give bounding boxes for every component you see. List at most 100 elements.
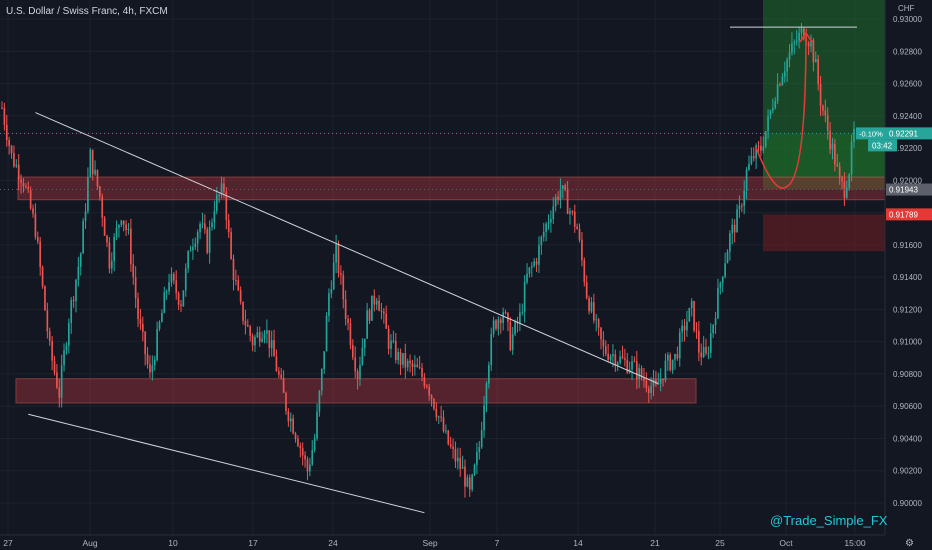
candle (504, 312, 507, 314)
y-tick-label: 0.92000 (893, 176, 922, 185)
candle (609, 356, 612, 360)
candle (371, 295, 373, 321)
candle (292, 418, 294, 434)
candle (22, 182, 25, 187)
candle (769, 110, 772, 116)
candle (340, 273, 342, 275)
candle (380, 310, 383, 312)
candle (115, 227, 118, 238)
candle (125, 224, 127, 230)
candle (404, 353, 407, 368)
candle (850, 141, 853, 175)
candle (824, 110, 827, 116)
candle (831, 143, 834, 150)
candle (485, 383, 488, 406)
candle (616, 362, 619, 366)
candle (478, 447, 481, 452)
candle (411, 363, 414, 368)
candle (285, 393, 287, 412)
candle (306, 459, 309, 472)
candle (32, 208, 34, 214)
candle (390, 340, 392, 349)
candle (277, 371, 280, 375)
candle (244, 320, 247, 326)
candle (8, 140, 10, 146)
price-tag-label: 0.92291 (889, 129, 918, 138)
candle (519, 312, 521, 324)
candle (242, 301, 244, 321)
candle (254, 337, 256, 346)
candle (554, 196, 557, 207)
candle (170, 274, 173, 283)
candle (473, 464, 476, 475)
candle (270, 340, 273, 349)
candle (564, 185, 567, 190)
candle (538, 245, 540, 265)
candle (612, 354, 614, 357)
candle (814, 59, 817, 63)
candle (740, 205, 743, 207)
candle (60, 365, 63, 398)
candle (344, 299, 347, 320)
candle (793, 41, 796, 44)
candle (101, 196, 104, 218)
candle (122, 220, 125, 225)
candle (223, 183, 225, 192)
candle (440, 416, 442, 418)
price-tag-label: 0.91943 (889, 186, 918, 195)
candle (337, 243, 340, 274)
candle (755, 145, 757, 159)
candle (788, 52, 791, 60)
candle (841, 177, 843, 182)
candle (798, 32, 800, 41)
candle (507, 312, 509, 322)
y-tick-label: 0.91600 (893, 241, 922, 250)
candle (139, 319, 142, 324)
candle (261, 338, 263, 342)
y-tick-label: 0.92600 (893, 80, 922, 89)
candle (287, 411, 290, 422)
candle (383, 311, 385, 314)
candle (304, 455, 306, 460)
candle (817, 59, 820, 84)
candle (246, 325, 249, 327)
candle (433, 398, 435, 409)
candle (237, 280, 240, 291)
candle (196, 232, 199, 244)
candle (743, 190, 746, 207)
candle (311, 449, 314, 465)
projection-arrow (755, 32, 807, 189)
settings-icon[interactable]: ⚙ (905, 538, 914, 549)
candle (588, 297, 590, 312)
candle (75, 279, 77, 302)
price-tag-stop (886, 208, 932, 221)
candle (530, 265, 533, 268)
candle (442, 417, 445, 432)
candle (103, 217, 106, 236)
candle (502, 312, 504, 324)
candle (94, 169, 96, 175)
y-tick-label: 0.93000 (893, 15, 922, 24)
candle (87, 177, 89, 212)
candle (418, 367, 421, 369)
candle (695, 330, 698, 332)
candle (249, 326, 252, 336)
candle (511, 334, 514, 351)
candle (149, 364, 151, 373)
candle (559, 188, 562, 201)
candle (399, 352, 402, 365)
candle (10, 145, 13, 154)
candle (294, 433, 297, 439)
y-tick-label: 0.91000 (893, 338, 922, 347)
candle (762, 146, 765, 151)
candle (89, 149, 92, 178)
candle (523, 282, 526, 312)
y-tick-label: 0.91200 (893, 305, 922, 314)
candle (5, 124, 8, 141)
candle (356, 371, 359, 379)
candle (402, 353, 404, 365)
candle (838, 166, 841, 178)
candle (232, 258, 235, 281)
